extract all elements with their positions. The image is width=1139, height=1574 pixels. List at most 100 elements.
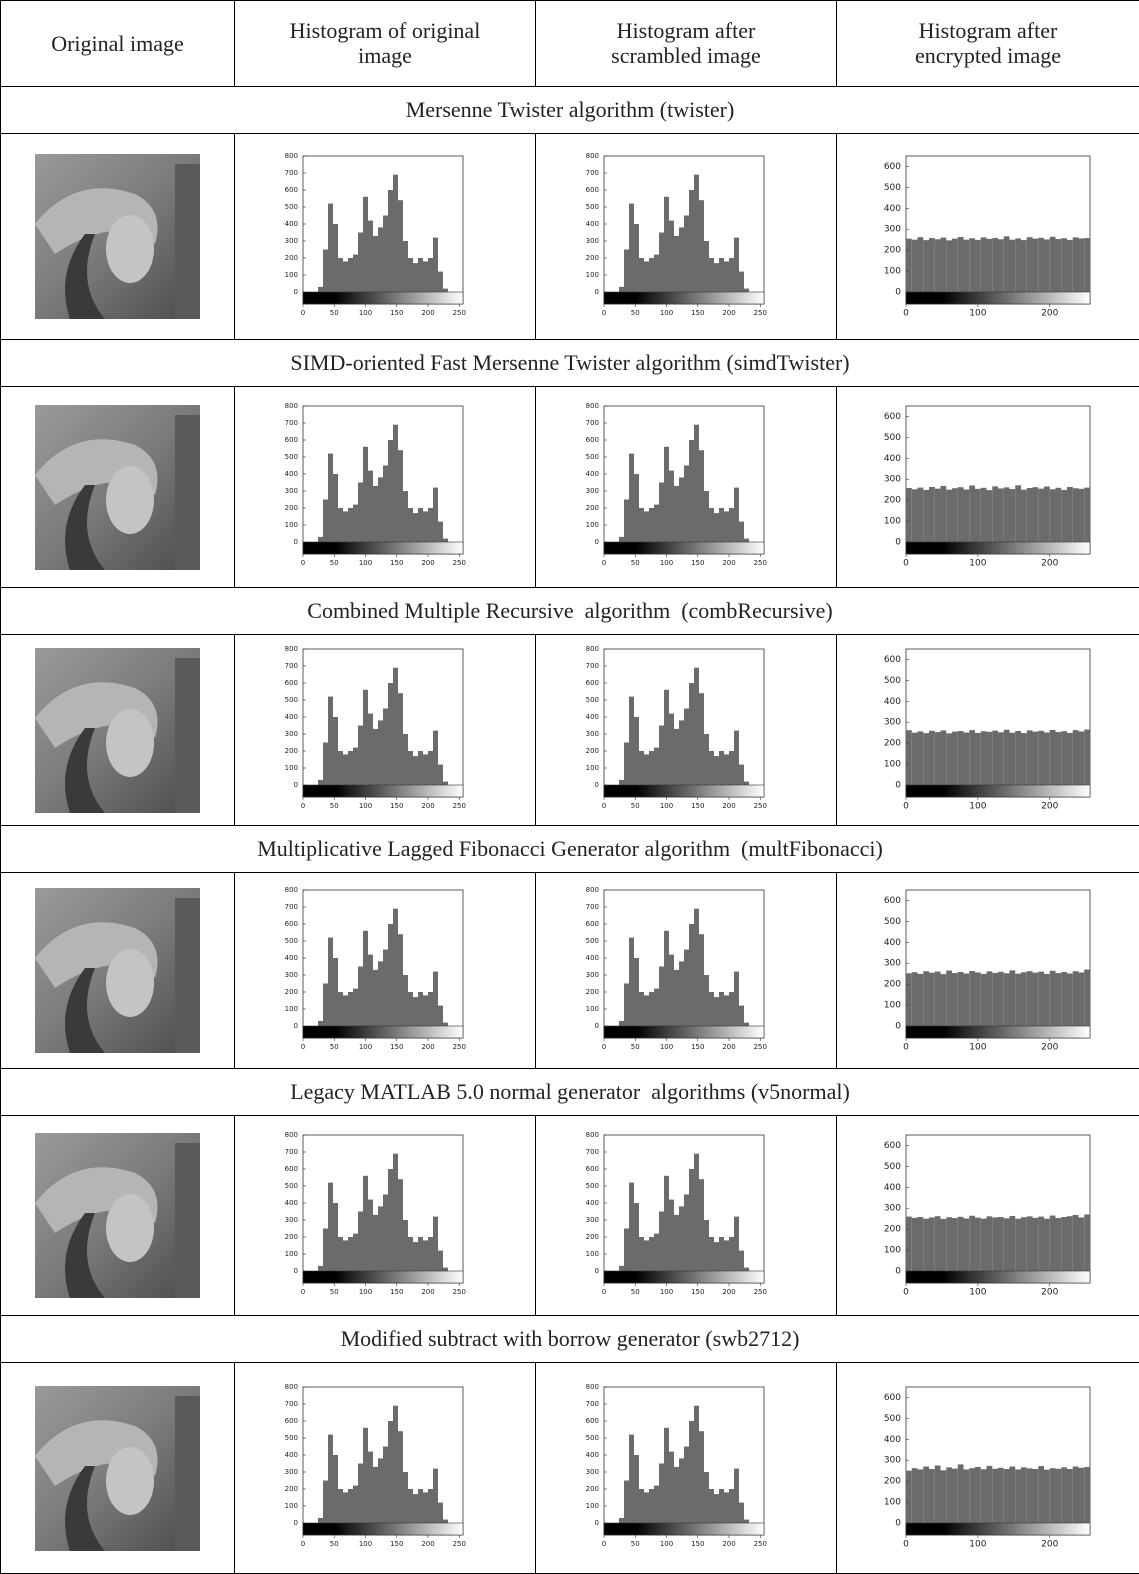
bar <box>629 203 634 292</box>
x-tick-label: 0 <box>602 309 606 317</box>
x-tick-label: 0 <box>602 1540 606 1548</box>
bar <box>1021 1216 1027 1271</box>
bar <box>1067 1469 1073 1523</box>
bar <box>1072 488 1079 542</box>
y-tick-label: 600 <box>586 436 599 444</box>
x-tick-label: 50 <box>631 559 640 567</box>
section-title-row: SIMD-oriented Fast Mersenne Twister algo… <box>0 339 1139 387</box>
bar <box>418 751 423 785</box>
y-tick-label: 400 <box>586 220 599 228</box>
bar <box>328 1182 333 1271</box>
bar <box>333 1455 338 1523</box>
x-tick-label: 200 <box>1041 1042 1058 1052</box>
face <box>106 465 154 534</box>
y-tick-label: 600 <box>285 920 298 928</box>
bar <box>1021 1467 1027 1523</box>
bar <box>1021 489 1027 542</box>
bar <box>373 969 378 1026</box>
bar <box>923 733 929 785</box>
bar <box>674 1214 679 1271</box>
bar <box>674 969 679 1026</box>
y-tick-label: 500 <box>586 1434 599 1442</box>
histogram-cell: 0 100 200 300 400 500 600 700 800 0 50 100 150 200 250 <box>234 386 536 588</box>
histogram: 0 100 200 300 400 500 600 0 100 200 <box>884 155 1091 318</box>
bar <box>1044 1218 1050 1271</box>
bar <box>443 288 448 292</box>
bar <box>1015 1218 1021 1271</box>
bar <box>674 235 679 292</box>
y-tick-label: 400 <box>285 1451 298 1459</box>
bar <box>438 1250 443 1271</box>
bar <box>992 237 998 292</box>
bar <box>629 696 634 785</box>
bar <box>358 482 363 542</box>
bar <box>323 499 328 542</box>
bar <box>957 971 964 1026</box>
bar <box>348 257 353 292</box>
bar <box>923 1218 929 1271</box>
bar <box>963 489 970 542</box>
column-header: Histogram after scrambled image <box>535 0 837 87</box>
x-tick-label: 0 <box>301 1288 305 1296</box>
bar <box>917 1216 924 1271</box>
section-title: Multiplicative Lagged Fibonacci Generato… <box>0 825 1139 873</box>
bar <box>328 696 333 785</box>
colorbar <box>603 784 765 798</box>
bar <box>624 1480 629 1523</box>
bar <box>1038 488 1044 542</box>
bar <box>1078 488 1085 542</box>
bar <box>619 1517 624 1523</box>
bar <box>1044 732 1050 785</box>
bar <box>413 756 418 785</box>
y-tick-label: 0 <box>294 1267 298 1275</box>
y-tick-label: 500 <box>586 937 599 945</box>
bar <box>363 930 368 1026</box>
x-tick-label: 0 <box>602 559 606 567</box>
y-tick-label: 100 <box>285 521 298 529</box>
bar <box>1049 1215 1056 1271</box>
bar <box>418 508 423 542</box>
bar <box>634 1455 639 1523</box>
lena-image <box>35 404 200 570</box>
bar <box>952 731 958 785</box>
bar <box>1044 238 1050 292</box>
bar <box>946 489 952 542</box>
hat <box>35 188 158 254</box>
x-tick-label: 250 <box>453 309 466 317</box>
y-tick-label: 0 <box>895 1266 901 1276</box>
x-tick-label: 200 <box>722 802 735 810</box>
y-tick-label: 500 <box>285 696 298 704</box>
bar <box>1061 731 1067 785</box>
bar <box>1021 971 1027 1026</box>
x-tick-label: 250 <box>754 1288 767 1296</box>
bar <box>1061 971 1067 1026</box>
bar <box>739 1005 744 1026</box>
bar <box>1072 1466 1079 1523</box>
bar <box>929 486 935 542</box>
bar <box>1067 972 1073 1026</box>
bar <box>1044 486 1050 542</box>
bar <box>408 257 413 292</box>
y-tick-label: 800 <box>285 1383 298 1391</box>
bar <box>739 764 744 785</box>
bar <box>438 1005 443 1026</box>
bar <box>338 1236 343 1271</box>
bar <box>1061 1467 1067 1523</box>
bar <box>744 538 749 542</box>
bar <box>969 485 975 542</box>
bar <box>634 717 639 785</box>
bar <box>664 196 669 292</box>
bar <box>980 1218 987 1271</box>
y-tick-label: 600 <box>586 920 599 928</box>
bar <box>368 713 373 785</box>
histogram: 0 100 200 300 400 500 600 700 800 0 50 100 150 200 250 <box>285 645 466 810</box>
bar <box>906 730 912 785</box>
bar <box>674 728 679 785</box>
bar <box>649 508 654 542</box>
y-tick-label: 100 <box>884 1245 901 1255</box>
bar <box>714 1241 719 1271</box>
bar <box>986 1215 993 1271</box>
bar <box>906 972 912 1026</box>
y-tick-label: 300 <box>884 1203 901 1213</box>
y-tick-label: 500 <box>884 182 901 192</box>
